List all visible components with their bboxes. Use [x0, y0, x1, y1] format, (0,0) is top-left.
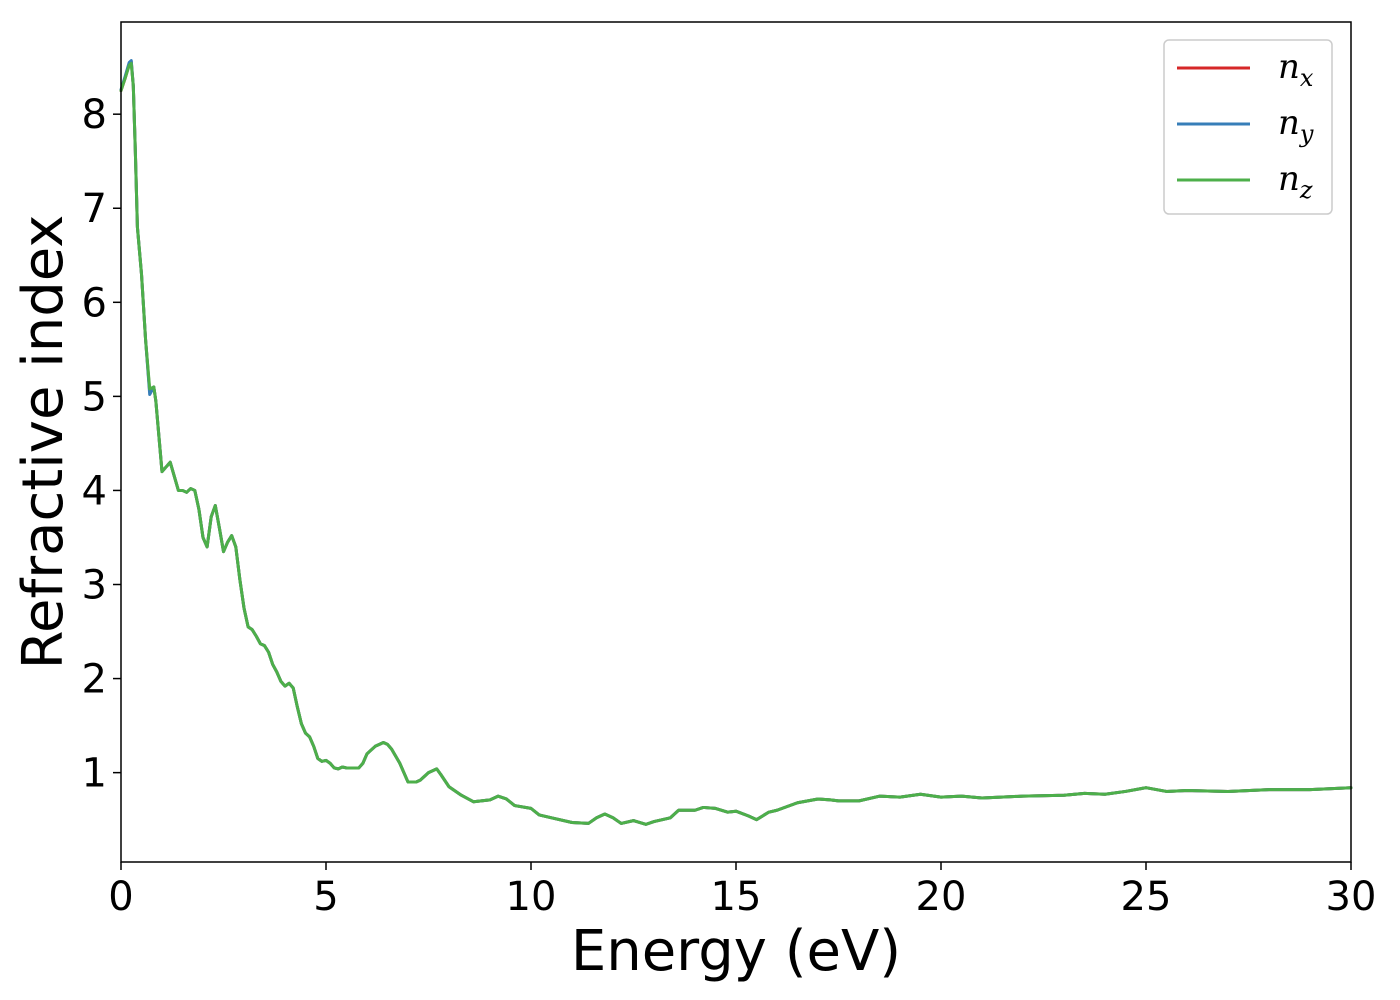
y-axis-ticks: 1 2 3 4 5 6 7 8	[82, 92, 121, 797]
x-tick-label: 30	[1326, 874, 1377, 920]
x-tick-label: 25	[1121, 874, 1172, 920]
x-tick-label: 10	[506, 874, 557, 920]
y-tick-label: 5	[82, 374, 107, 420]
legend-label-z: nz	[1278, 159, 1313, 204]
legend-label-y: ny	[1278, 103, 1314, 148]
plot-lines	[119, 59, 1353, 826]
y-tick-label: 3	[82, 563, 107, 609]
x-tick-label: 0	[108, 874, 133, 920]
y-tick-label: 8	[82, 92, 107, 138]
legend: nx ny nz	[1163, 39, 1333, 215]
y-tick-label: 7	[82, 186, 107, 232]
x-axis-label: Energy (eV)	[571, 919, 901, 984]
x-tick-label: 20	[916, 874, 967, 920]
y-tick-label: 2	[82, 657, 107, 703]
y-tick-label: 6	[82, 280, 107, 326]
legend-box	[1163, 39, 1333, 215]
x-tick-label: 15	[711, 874, 762, 920]
x-tick-label: 5	[313, 874, 338, 920]
y-tick-label: 4	[82, 468, 107, 514]
y-tick-label: 1	[82, 751, 107, 797]
x-axis-ticks: 0 5 10 15 20 25 30	[108, 862, 1376, 920]
legend-label-x: nx	[1278, 47, 1314, 92]
y-axis-label: Refractive index	[11, 215, 76, 670]
series-line-z	[119, 61, 1353, 826]
